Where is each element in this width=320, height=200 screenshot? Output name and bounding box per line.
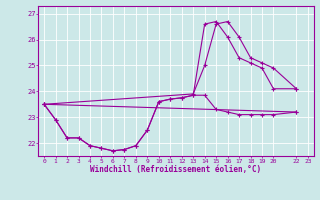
X-axis label: Windchill (Refroidissement éolien,°C): Windchill (Refroidissement éolien,°C) — [91, 165, 261, 174]
